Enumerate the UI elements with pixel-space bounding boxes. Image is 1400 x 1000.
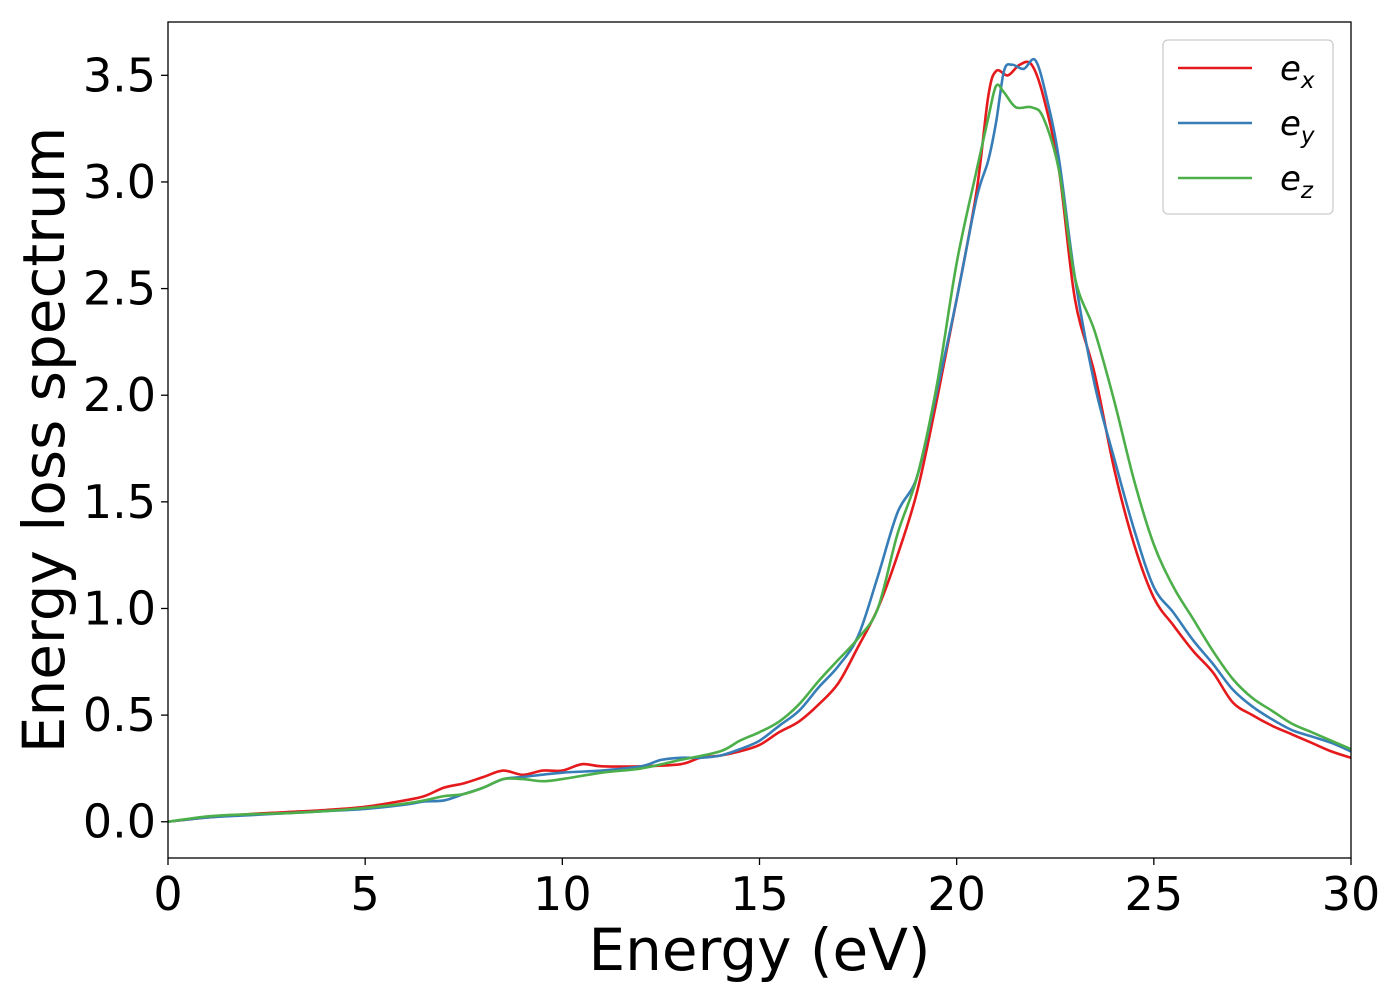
y-axis: 0.0 0.5 1.0 1.5 2.0 2.5 3.0 3.5	[83, 48, 168, 849]
y-tick-label: 1.5	[83, 475, 156, 529]
y-tick-label: 1.0	[83, 581, 156, 635]
y-tick-label: 2.0	[83, 368, 156, 422]
y-tick-label: 3.5	[83, 48, 156, 102]
x-tick-label: 15	[730, 867, 789, 921]
series-line-ez	[167, 83, 1352, 824]
y-tick-label: 0.5	[83, 688, 156, 742]
x-tick-label: 20	[927, 867, 986, 921]
legend: ex ey ez	[1162, 39, 1334, 215]
series-line-ex	[167, 60, 1352, 824]
x-tick-label: 0	[153, 867, 182, 921]
y-tick-label: 0.0	[83, 795, 156, 849]
x-tick-label: 5	[351, 867, 380, 921]
y-tick-label: 2.5	[83, 262, 156, 316]
legend-label-ex: ex	[1280, 49, 1315, 94]
x-tick-label: 10	[533, 867, 592, 921]
y-tick-label: 3.0	[83, 155, 156, 209]
legend-label-ez: ez	[1280, 159, 1314, 204]
x-tick-label: 30	[1322, 867, 1381, 921]
series-layer	[167, 57, 1352, 824]
x-axis: 0 5 10 15 20 25 30	[153, 858, 1380, 921]
x-axis-title: Energy (eV)	[588, 916, 930, 984]
legend-box	[1162, 39, 1334, 215]
legend-label-ey: ey	[1280, 104, 1315, 149]
y-axis-title: Energy loss spectrum	[10, 127, 78, 753]
x-tick-label: 25	[1125, 867, 1184, 921]
